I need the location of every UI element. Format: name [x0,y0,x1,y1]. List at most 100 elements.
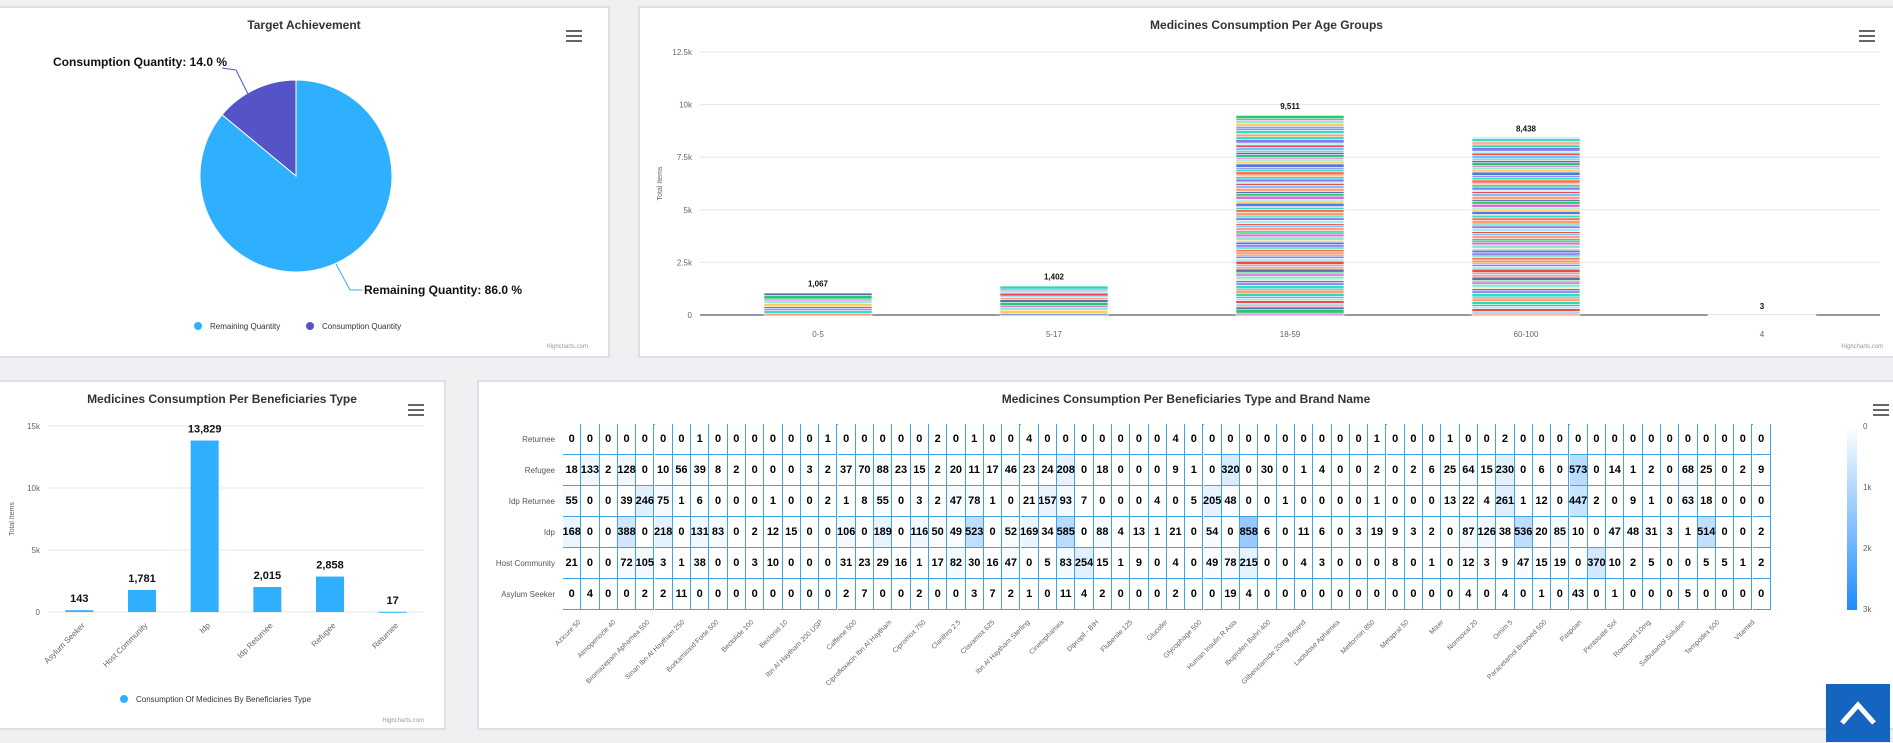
heatmap-cell[interactable]: 0 [1404,486,1424,517]
bar-segment[interactable] [999,307,1109,311]
heatmap-cell[interactable]: 0 [929,579,948,610]
heatmap-cell[interactable]: 2 [1002,579,1021,610]
bar-segment[interactable] [1471,276,1581,281]
bar-segment[interactable] [1471,268,1581,273]
heatmap-cell[interactable]: 0 [1569,548,1588,579]
heatmap-cell[interactable]: 0 [1075,517,1094,548]
heatmap-cell[interactable]: 1 [1112,548,1131,579]
heatmap-cell[interactable]: 0 [764,579,783,610]
heatmap-cell[interactable]: 0 [1441,517,1460,548]
heatmap-cell[interactable]: 10 [1569,517,1588,548]
bar-segment[interactable] [1235,217,1345,221]
heatmap-cell[interactable]: 0 [746,486,765,517]
bar[interactable] [316,576,344,612]
bar-segment[interactable] [1235,260,1345,265]
scroll-to-top-button[interactable] [1826,684,1890,742]
heatmap-cell[interactable]: 2 [819,455,838,486]
heatmap-cell[interactable]: 31 [837,548,856,579]
heatmap-cell[interactable]: 46 [1002,455,1021,486]
heatmap-cell[interactable]: 0 [1551,424,1570,455]
heatmap-cell[interactable]: 0 [617,579,637,610]
heatmap-cell[interactable]: 0 [709,548,728,579]
legend-item[interactable]: Remaining Quantity [210,322,280,331]
heatmap-cell[interactable]: 93 [1057,486,1076,517]
bar-segment[interactable] [1235,209,1345,213]
heatmap-cell[interactable]: 0 [1240,486,1259,517]
heatmap-cell[interactable]: 116 [910,517,929,548]
heatmap-cell[interactable]: 2 [929,455,948,486]
bar-segment[interactable] [1235,282,1345,286]
heatmap-cell[interactable]: 7 [1075,486,1094,517]
heatmap-cell[interactable]: 0 [1148,548,1167,579]
heatmap-cell[interactable]: 2 [1496,424,1515,455]
heatmap-cell[interactable]: 0 [1038,579,1058,610]
heatmap-cell[interactable]: 0 [1185,579,1204,610]
heatmap-cell[interactable]: 0 [1386,424,1405,455]
heatmap-cell[interactable]: 0 [709,486,728,517]
heatmap-cell[interactable]: 8 [1386,548,1405,579]
heatmap-cell[interactable]: 64 [1459,455,1478,486]
heatmap-cell[interactable]: 0 [1020,548,1039,579]
heatmap-cell[interactable]: 189 [874,517,893,548]
bar-segment[interactable] [1235,195,1345,200]
bar-segment[interactable] [1235,244,1345,249]
heatmap-cell[interactable]: 19 [1368,517,1387,548]
heatmap-cell[interactable]: 9 [1166,455,1186,486]
bar-segment[interactable] [1235,249,1345,253]
heatmap-cell[interactable]: 31 [1642,517,1661,548]
heatmap-cell[interactable]: 1 [819,424,838,455]
heatmap-cell[interactable]: 2 [1404,455,1424,486]
bar-segment[interactable] [1471,142,1581,146]
bar-segment[interactable] [1471,201,1581,205]
bar[interactable] [253,587,282,612]
bar-segment[interactable] [1235,144,1345,148]
heatmap-cell[interactable]: 0 [1148,579,1167,610]
heatmap-cell[interactable]: 2 [1752,517,1771,548]
heatmap-cell[interactable]: 0 [782,548,801,579]
heatmap-cell[interactable]: 13 [1441,486,1460,517]
heatmap-cell[interactable]: 0 [1002,424,1021,455]
heatmap-cell[interactable]: 585 [1057,517,1076,548]
heatmap-cell[interactable]: 13 [1130,517,1149,548]
heatmap-cell[interactable]: 3 [654,548,673,579]
heatmap-cell[interactable]: 0 [1715,579,1735,610]
bar-segment[interactable] [1471,244,1581,249]
bar-segment[interactable] [1471,211,1581,215]
heatmap-cell[interactable]: 0 [727,424,746,455]
heatmap-cell[interactable]: 4 [1313,455,1332,486]
heatmap-cell[interactable]: 573 [1569,455,1588,486]
bar-segment[interactable] [1235,231,1345,235]
heatmap-cell[interactable]: 1 [1679,517,1698,548]
heatmap-cell[interactable]: 0 [855,517,875,548]
heatmap-cell[interactable]: 17 [929,548,948,579]
heatmap-cell[interactable]: 25 [1697,455,1716,486]
bar-segment[interactable] [1235,183,1345,186]
bar-segment[interactable] [1471,235,1581,239]
bar[interactable] [65,610,94,612]
bar-segment[interactable] [1471,290,1581,294]
heatmap-cell[interactable]: 47 [1514,548,1533,579]
bar-segment[interactable] [1471,241,1581,246]
heatmap-cell[interactable]: 0 [1404,424,1424,455]
heatmap-cell[interactable]: 0 [1258,424,1277,455]
bar-segment[interactable] [999,301,1109,307]
bar-segment[interactable] [1471,301,1581,305]
heatmap-cell[interactable]: 0 [1661,579,1680,610]
bar-segment[interactable] [1471,162,1581,167]
heatmap-cell[interactable]: 38 [691,548,710,579]
heatmap-cell[interactable]: 4 [1112,517,1131,548]
heatmap-cell[interactable]: 0 [599,517,618,548]
heatmap-cell[interactable]: 7 [983,579,1003,610]
bar-segment[interactable] [1235,280,1345,283]
bar-segment[interactable] [999,309,1109,314]
heatmap-cell[interactable]: 0 [1386,579,1405,610]
heatmap-cell[interactable]: 0 [892,424,911,455]
heatmap-cell[interactable]: 0 [727,579,746,610]
bar-segment[interactable] [1235,202,1345,207]
heatmap-cell[interactable]: 5 [1185,486,1204,517]
heatmap-cell[interactable]: 78 [1221,548,1241,579]
heatmap-cell[interactable]: 18 [563,455,582,486]
heatmap-cell[interactable]: 0 [800,486,820,517]
bar-segment[interactable] [763,307,873,311]
heatmap-cell[interactable]: 0 [1148,424,1167,455]
